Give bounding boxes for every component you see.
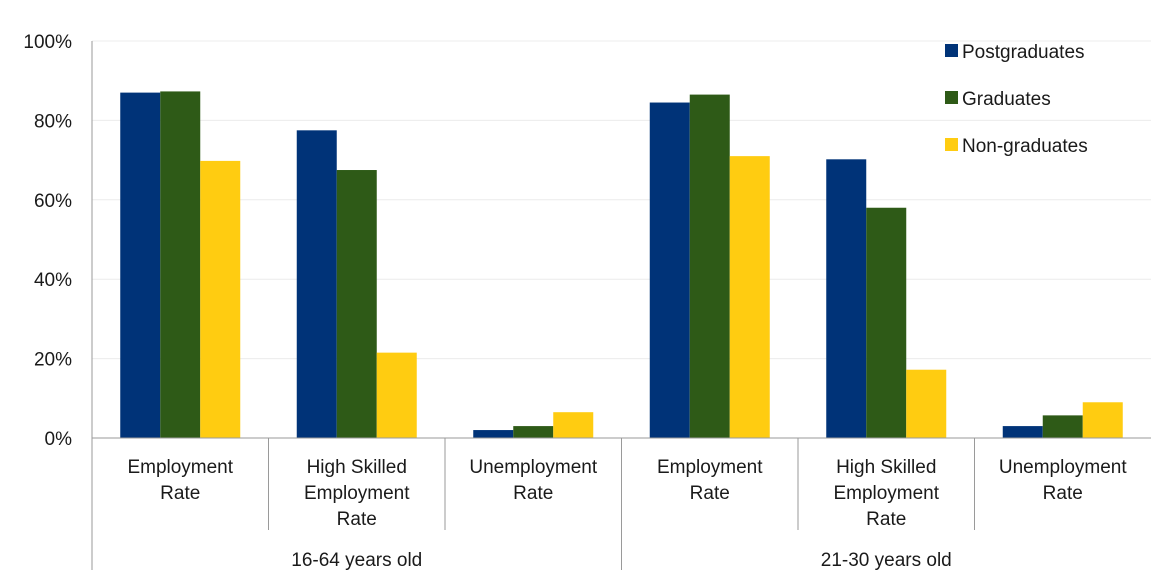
legend: Postgraduates Graduates Non-graduates bbox=[945, 42, 1088, 157]
bar-non-graduates bbox=[553, 412, 594, 438]
category-label: Employment bbox=[304, 483, 410, 504]
bar-non-graduates bbox=[200, 160, 241, 439]
y-tick-label: 60% bbox=[34, 191, 72, 212]
gridlines bbox=[92, 40, 1151, 360]
category-label: Unemployment bbox=[999, 457, 1127, 478]
category-label: Unemployment bbox=[469, 457, 597, 478]
bar-graduates bbox=[513, 426, 554, 438]
bar-graduates bbox=[866, 207, 907, 438]
bar-graduates bbox=[160, 91, 201, 438]
bar-non-graduates bbox=[906, 369, 947, 438]
category-labels: Employment Rate High Skilled Employment Rate… bbox=[127, 457, 1127, 570]
bar-postgraduates bbox=[1002, 426, 1043, 438]
category-label: Rate bbox=[160, 483, 200, 504]
bar-postgraduates bbox=[120, 92, 161, 439]
bar-postgraduates bbox=[296, 130, 337, 438]
axes bbox=[91, 41, 1151, 570]
category-label: Rate bbox=[690, 483, 730, 504]
category-label: Rate bbox=[866, 509, 906, 530]
bar-graduates bbox=[689, 94, 730, 438]
category-label: Rate bbox=[1043, 483, 1083, 504]
bars bbox=[120, 91, 1123, 439]
y-tick-label: 80% bbox=[34, 111, 72, 132]
category-label: Employment bbox=[127, 457, 233, 478]
legend-swatch bbox=[945, 91, 958, 104]
category-label: Employment bbox=[833, 483, 939, 504]
bar-graduates bbox=[336, 170, 377, 438]
bar-postgraduates bbox=[649, 102, 690, 438]
category-label: Rate bbox=[337, 509, 377, 530]
y-axis-tick-labels: 0% 20% 40% 60% 80% 100% bbox=[23, 32, 72, 450]
legend-label: Graduates bbox=[962, 89, 1051, 110]
group-label: 16-64 years old bbox=[291, 550, 422, 570]
y-tick-label: 100% bbox=[23, 32, 72, 53]
y-tick-label: 20% bbox=[34, 350, 72, 371]
bar-non-graduates bbox=[376, 352, 417, 438]
y-tick-label: 40% bbox=[34, 270, 72, 291]
legend-label: Non-graduates bbox=[962, 136, 1088, 157]
category-label: Employment bbox=[657, 457, 763, 478]
group-label: 21-30 years old bbox=[821, 550, 952, 570]
bar-graduates bbox=[1042, 415, 1083, 438]
legend-swatch bbox=[945, 138, 958, 151]
bar-postgraduates bbox=[473, 430, 514, 438]
legend-swatch bbox=[945, 44, 958, 57]
bar-non-graduates bbox=[1082, 402, 1123, 438]
category-label: High Skilled bbox=[307, 457, 407, 478]
category-label: Rate bbox=[513, 483, 553, 504]
legend-label: Postgraduates bbox=[962, 42, 1085, 63]
y-tick-label: 0% bbox=[45, 429, 73, 450]
bar-postgraduates bbox=[826, 159, 867, 438]
category-label: High Skilled bbox=[836, 457, 936, 478]
bar-non-graduates bbox=[729, 156, 770, 438]
